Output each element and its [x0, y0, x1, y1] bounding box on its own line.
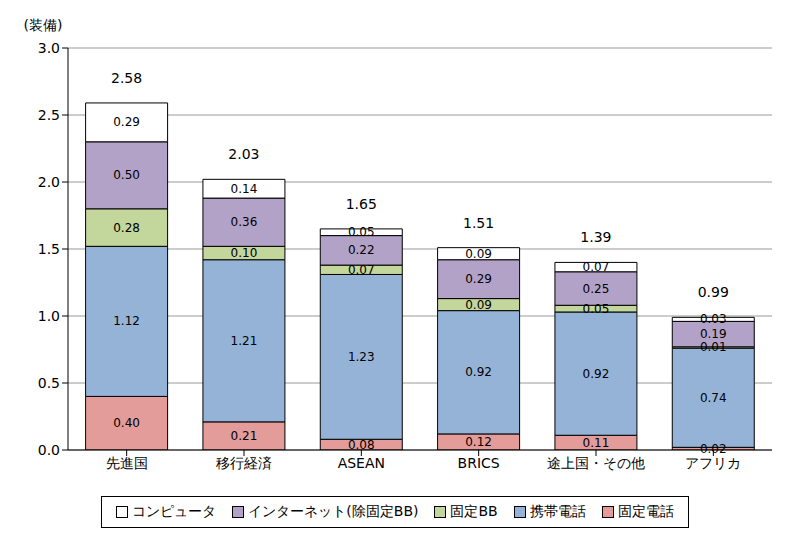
svg-text:0.02: 0.02 [700, 442, 727, 456]
html-text:携帯電話: 携帯電話 [529, 503, 586, 519]
svg-text:0.0: 0.0 [38, 442, 60, 458]
svg-text:0.29: 0.29 [465, 272, 492, 286]
svg-text:2.58: 2.58 [111, 70, 142, 86]
svg-text:0.10: 0.10 [231, 246, 258, 260]
svg-text:0.99: 0.99 [698, 284, 729, 300]
html-text:固定電話: 固定電話 [617, 503, 674, 519]
svg-text:3.0: 3.0 [38, 40, 60, 56]
svg-text:0.05: 0.05 [583, 302, 610, 316]
svg-text:0.07: 0.07 [583, 260, 610, 274]
svg-text:0.28: 0.28 [113, 221, 140, 235]
svg-text:0.09: 0.09 [465, 247, 492, 261]
svg-text:0.50: 0.50 [113, 168, 140, 182]
svg-text:0.36: 0.36 [231, 215, 258, 229]
svg-text:0.92: 0.92 [465, 365, 492, 379]
svg-text:2.03: 2.03 [228, 146, 259, 162]
svg-text:0.05: 0.05 [348, 225, 375, 239]
svg-text:先進国: 先進国 [106, 455, 148, 471]
html-text:コンピュータ: コンピュータ [132, 503, 217, 519]
svg-text:1.21: 1.21 [231, 334, 258, 348]
svg-text:0.03: 0.03 [700, 312, 727, 326]
svg-text:0.01: 0.01 [700, 340, 727, 354]
svg-text:1.12: 1.12 [113, 314, 140, 328]
svg-text:BRICS: BRICS [458, 455, 500, 471]
svg-text:0.11: 0.11 [583, 436, 610, 450]
svg-text:途上国・その他: 途上国・その他 [547, 455, 645, 471]
svg-text:0.74: 0.74 [700, 391, 727, 405]
svg-text:0.92: 0.92 [583, 367, 610, 381]
svg-text:0.29: 0.29 [113, 115, 140, 129]
svg-text:0.5: 0.5 [38, 375, 60, 391]
svg-text:0.12: 0.12 [465, 435, 492, 449]
svg-text:ASEAN: ASEAN [338, 455, 385, 471]
svg-text:2.0: 2.0 [38, 174, 60, 190]
svg-text:0.09: 0.09 [465, 298, 492, 312]
svg-text:1.23: 1.23 [348, 350, 375, 364]
svg-text:1.0: 1.0 [38, 308, 60, 324]
svg-text:0.19: 0.19 [700, 327, 727, 341]
html-text:固定BB: 固定BB [450, 503, 498, 519]
svg-text:0.25: 0.25 [583, 282, 610, 296]
svg-text:0.21: 0.21 [231, 429, 258, 443]
svg-text:アフリカ: アフリカ [685, 455, 741, 471]
svg-text:0.14: 0.14 [231, 182, 258, 196]
svg-text:0.22: 0.22 [348, 243, 375, 257]
svg-text:0.40: 0.40 [113, 416, 140, 430]
svg-text:1.5: 1.5 [38, 241, 60, 257]
svg-text:移行経済: 移行経済 [216, 455, 272, 471]
html-text:インターネット(除固定BB): インターネット(除固定BB) [248, 503, 419, 519]
svg-text:(装備): (装備) [24, 17, 63, 33]
svg-text:1.51: 1.51 [463, 215, 494, 231]
svg-text:1.39: 1.39 [580, 229, 611, 245]
svg-text:0.08: 0.08 [348, 438, 375, 452]
svg-text:2.5: 2.5 [38, 107, 60, 123]
svg-text:1.65: 1.65 [346, 196, 377, 212]
svg-text:0.07: 0.07 [348, 263, 375, 277]
